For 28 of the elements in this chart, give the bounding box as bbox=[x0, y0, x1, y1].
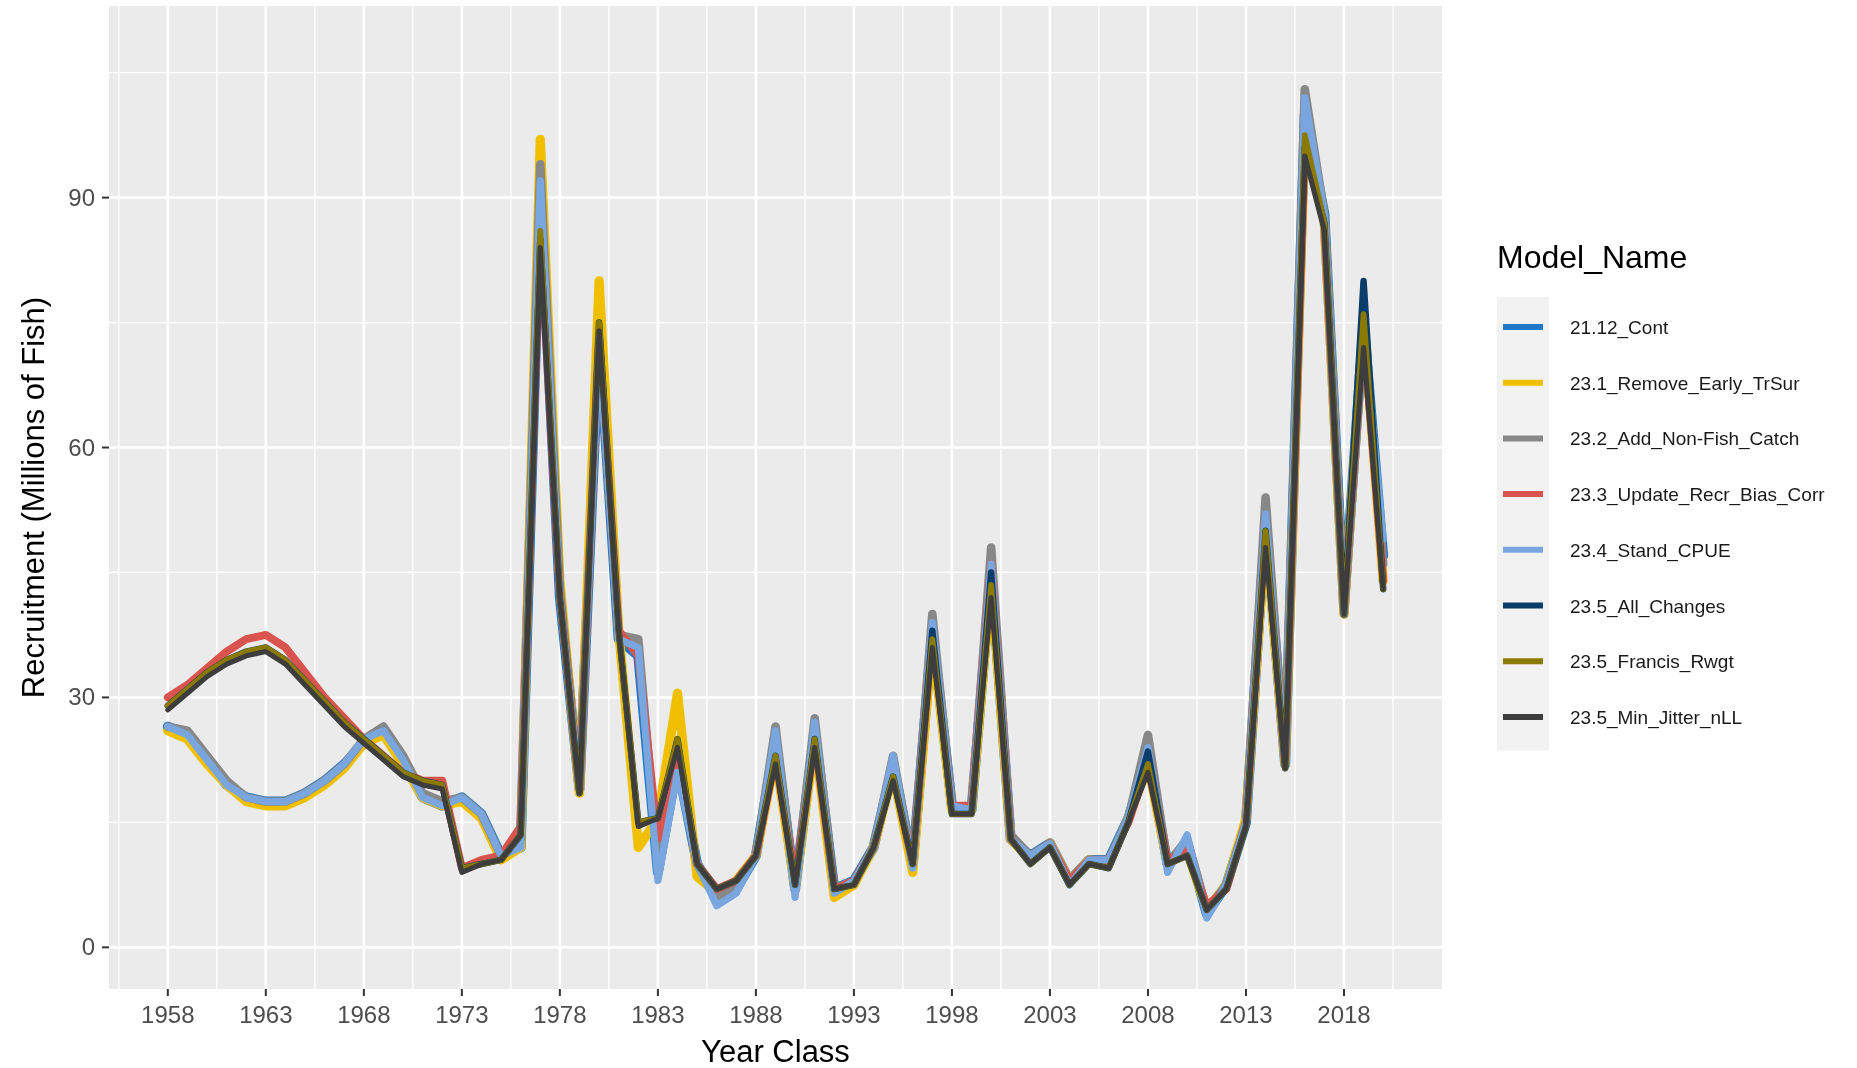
x-tick-label: 1963 bbox=[239, 1001, 293, 1028]
x-tick-label: 1978 bbox=[533, 1001, 587, 1028]
x-tick-label: 1993 bbox=[827, 1001, 881, 1028]
x-tick-label: 2008 bbox=[1121, 1001, 1175, 1028]
x-tick-label: 1973 bbox=[435, 1001, 489, 1028]
y-tick-label: 0 bbox=[81, 933, 95, 961]
x-tick-label: 1988 bbox=[729, 1001, 783, 1028]
x-tick-label: 2003 bbox=[1023, 1001, 1077, 1028]
legend-label: 23.3_Update_Recr_Bias_Corr bbox=[1570, 484, 1826, 507]
y-tick-label: 90 bbox=[68, 183, 95, 211]
legend-label: 23.5_All_Changes bbox=[1570, 595, 1726, 618]
x-tick-label: 1998 bbox=[925, 1001, 979, 1028]
y-axis-title: Recruitment (Millions of Fish) bbox=[16, 296, 51, 699]
legend-label: 23.2_Add_Non-Fish_Catch bbox=[1570, 428, 1800, 451]
y-tick-label: 60 bbox=[68, 433, 95, 461]
x-tick-label: 1983 bbox=[631, 1001, 685, 1028]
x-tick-label: 2018 bbox=[1317, 1001, 1371, 1028]
x-tick-label: 1968 bbox=[337, 1001, 391, 1028]
legend-label: 23.4_Stand_CPUE bbox=[1570, 539, 1731, 562]
x-tick-label: 2013 bbox=[1219, 1001, 1273, 1028]
legend-label: 21.12_Cont bbox=[1570, 317, 1669, 339]
y-tick-label: 30 bbox=[68, 683, 95, 711]
legend-label: 23.1_Remove_Early_TrSur bbox=[1570, 372, 1801, 395]
x-axis-title: Year Class bbox=[701, 1034, 850, 1068]
legend-label: 23.5_Min_Jitter_nLL bbox=[1570, 706, 1743, 729]
x-tick-label: 1958 bbox=[141, 1001, 195, 1028]
legend-label: 23.5_Francis_Rwgt bbox=[1570, 651, 1735, 674]
legend-title: Model_Name bbox=[1497, 239, 1688, 275]
